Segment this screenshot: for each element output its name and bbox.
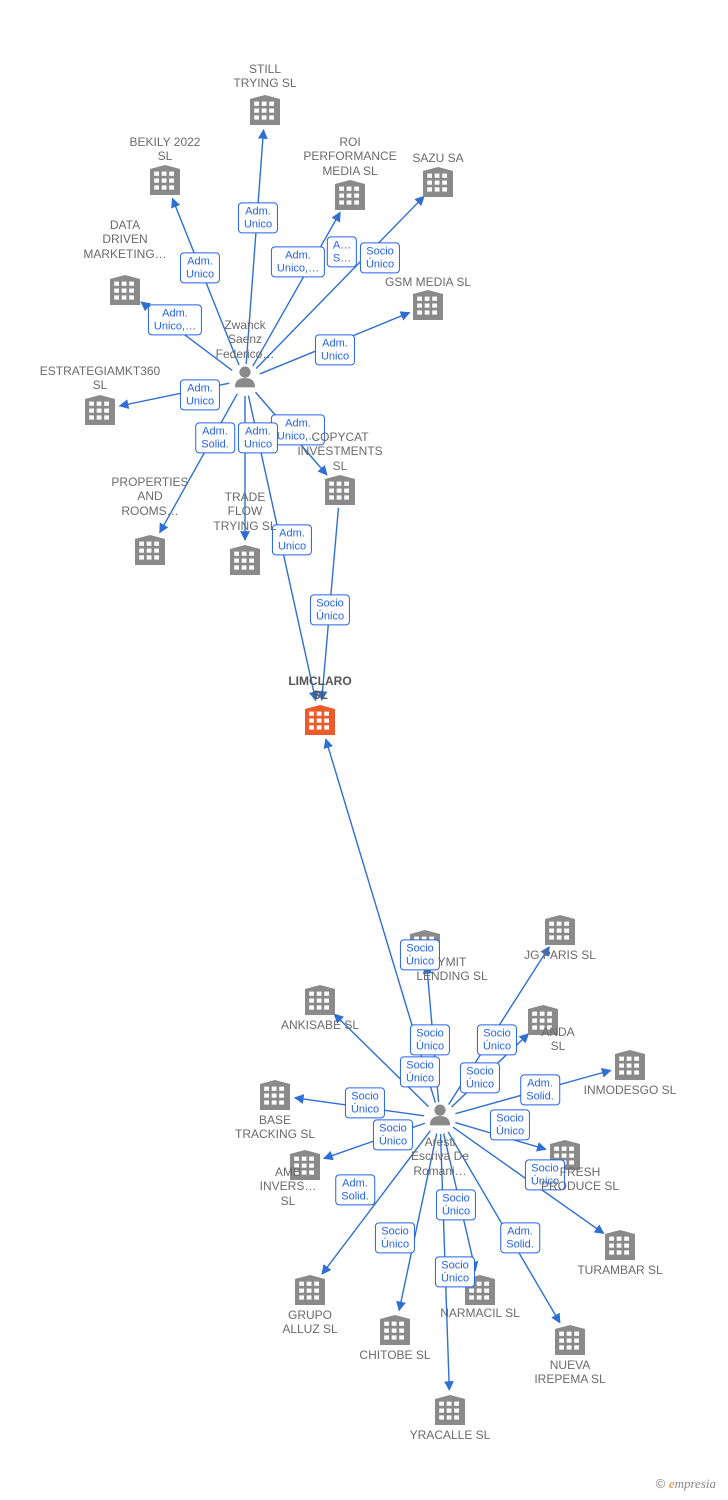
edge	[399, 1134, 437, 1311]
edge	[255, 392, 326, 475]
watermark: © empresia	[656, 1476, 716, 1492]
edge	[441, 1134, 450, 1390]
company-node-estrat[interactable]	[85, 395, 115, 425]
company-node-chitobe[interactable]	[380, 1315, 410, 1345]
edge	[453, 1127, 604, 1233]
company-node-jgparis[interactable]	[545, 915, 575, 945]
company-node-roi[interactable]	[335, 180, 365, 210]
edge	[326, 739, 436, 1103]
edge	[334, 1014, 428, 1107]
company-node-ankisabe[interactable]	[305, 985, 335, 1015]
company-node-gsm[interactable]	[413, 290, 443, 320]
company-node-inmo[interactable]	[615, 1050, 645, 1080]
company-node-turambar[interactable]	[605, 1230, 635, 1260]
company-node-anda[interactable]	[528, 1005, 558, 1035]
company-node-bekily[interactable]	[150, 165, 180, 195]
edge	[120, 383, 230, 406]
edge	[322, 1131, 430, 1274]
company-node-trade[interactable]	[230, 545, 260, 575]
edge	[248, 396, 315, 701]
edge	[256, 196, 424, 368]
edge	[172, 199, 239, 366]
company-node-fresh[interactable]	[550, 1140, 580, 1170]
company-node-nueva[interactable]	[555, 1325, 585, 1355]
edge	[444, 1134, 476, 1271]
edge	[295, 1098, 424, 1116]
person-node-zwanck[interactable]	[235, 367, 255, 388]
company-node-base[interactable]	[260, 1080, 290, 1110]
company-node-ymit[interactable]	[410, 930, 440, 960]
brand-rest: mpresia	[675, 1476, 716, 1491]
network-canvas	[0, 0, 728, 1500]
edge	[455, 1123, 545, 1150]
edge	[260, 313, 410, 374]
company-node-narmacil[interactable]	[465, 1275, 495, 1305]
company-node-grupo[interactable]	[295, 1275, 325, 1305]
company-node-datadr[interactable]	[110, 275, 140, 305]
edge	[324, 1123, 425, 1158]
edge	[253, 212, 340, 366]
company-node-amb[interactable]	[290, 1150, 320, 1180]
company-node-still[interactable]	[250, 95, 280, 125]
edge	[246, 130, 263, 364]
company-node-sazu[interactable]	[423, 167, 453, 197]
edge	[160, 394, 237, 533]
company-node-copycat[interactable]	[325, 475, 355, 505]
edge	[322, 508, 339, 700]
company-node-yracalle[interactable]	[435, 1395, 465, 1425]
person-node-aresti[interactable]	[430, 1105, 450, 1126]
copyright-symbol: ©	[656, 1476, 666, 1491]
company-node-limclaro[interactable]	[305, 705, 335, 735]
edge	[455, 1070, 610, 1113]
company-node-prop[interactable]	[135, 535, 165, 565]
